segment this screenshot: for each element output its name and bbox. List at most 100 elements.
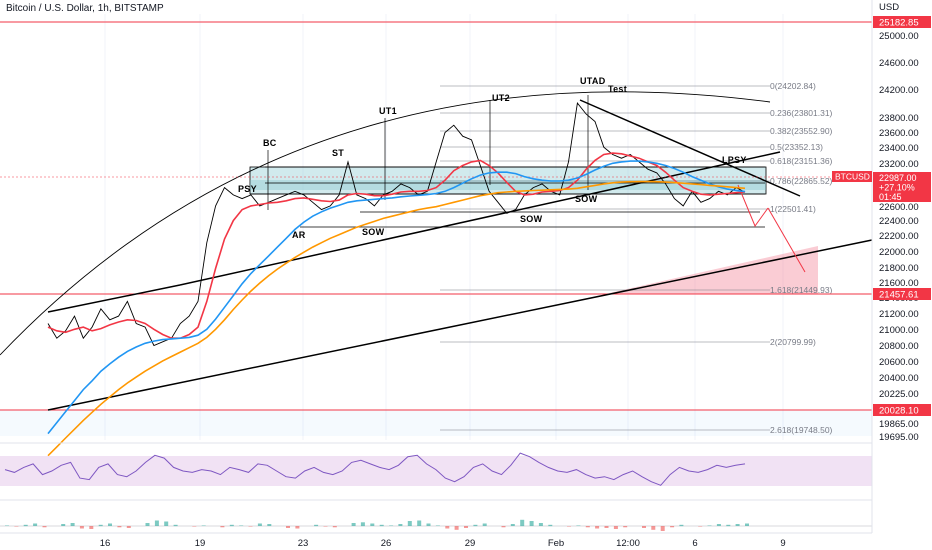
series-line-0 bbox=[47, 102, 746, 347]
macd-bar bbox=[604, 526, 609, 528]
macd-bar bbox=[5, 525, 9, 526]
annotation-ut2: UT2 bbox=[492, 93, 510, 103]
macd-bar bbox=[42, 526, 47, 528]
macd-bar bbox=[510, 524, 515, 526]
symbol-tag-text: BTCUSD bbox=[835, 172, 870, 182]
macd-bar bbox=[426, 523, 431, 526]
annotation-bc: BC bbox=[263, 138, 277, 148]
macd-bar bbox=[548, 524, 553, 527]
annotation-sow: SOW bbox=[520, 214, 543, 224]
fib-label: 2.618(19748.50) bbox=[770, 425, 833, 435]
current-price-text: 22987.00 bbox=[879, 173, 917, 183]
macd-bar bbox=[89, 526, 94, 529]
price-tick-label: 19865.00 bbox=[879, 419, 919, 430]
target-zone bbox=[605, 246, 818, 294]
macd-bar bbox=[239, 525, 244, 526]
macd-bar bbox=[126, 526, 131, 528]
macd-bar bbox=[707, 525, 712, 526]
current-price-tag bbox=[873, 172, 931, 202]
fib-label: 0.618(23151.36) bbox=[770, 156, 833, 166]
annotation-lpsy: LPSY bbox=[722, 155, 747, 165]
macd-bar bbox=[716, 524, 721, 526]
fib-label: 0(24202.84) bbox=[770, 81, 816, 91]
annotation-ar: AR bbox=[292, 230, 306, 240]
macd-bar bbox=[595, 526, 600, 529]
time-tick-label: 26 bbox=[381, 538, 392, 549]
annotation-sow: SOW bbox=[362, 227, 385, 237]
macd-bar bbox=[370, 523, 375, 526]
macd-bar bbox=[145, 523, 150, 526]
projection-arrow bbox=[737, 184, 769, 228]
current-price-text: 01:45 bbox=[879, 192, 902, 202]
symbol-tag bbox=[832, 171, 872, 182]
macd-bar bbox=[229, 524, 234, 527]
macd-bar bbox=[698, 526, 703, 527]
macd-bar bbox=[642, 526, 646, 528]
macd-bar bbox=[529, 521, 534, 526]
macd-bar bbox=[267, 524, 272, 526]
projection-arrow-2 bbox=[767, 207, 806, 273]
macd-bar bbox=[14, 526, 19, 527]
price-tick-label: 20800.00 bbox=[879, 341, 919, 352]
current-price-text: +27.10% bbox=[879, 183, 915, 193]
upper-channel-line bbox=[47, 284, 181, 313]
price-tick-label: 22200.00 bbox=[879, 231, 919, 242]
macd-bar bbox=[332, 526, 337, 528]
annotation-ut1: UT1 bbox=[379, 106, 397, 116]
annotation-test: Test bbox=[608, 84, 627, 94]
time-tick-label: 9 bbox=[780, 538, 785, 549]
macd-bar bbox=[314, 524, 319, 527]
macd-bar bbox=[670, 526, 675, 528]
macd-bar bbox=[398, 524, 403, 526]
price-tick-label: 23200.00 bbox=[879, 159, 919, 170]
fib-label: 0.382(23552.90) bbox=[770, 126, 833, 136]
price-tag bbox=[873, 16, 931, 28]
macd-bar bbox=[201, 525, 206, 526]
macd-bar bbox=[726, 524, 731, 527]
price-tick-label: 23400.00 bbox=[879, 143, 919, 154]
macd-bar bbox=[117, 526, 122, 528]
macd-bar bbox=[192, 526, 197, 527]
macd-bar bbox=[660, 526, 665, 531]
currency-label: USD bbox=[879, 2, 899, 13]
time-axis[interactable]: 16 19 23 26 29 Feb 12:00 6 9 bbox=[0, 532, 872, 549]
down-trend-line bbox=[579, 99, 801, 197]
price-tick-label: 21600.00 bbox=[879, 278, 919, 289]
macd-bar bbox=[220, 526, 225, 528]
macd-bar bbox=[576, 525, 581, 526]
macd-bar bbox=[379, 524, 384, 527]
price-tick-label: 20600.00 bbox=[879, 357, 919, 368]
annotation-sow: SOW bbox=[575, 194, 598, 204]
arc-curve bbox=[0, 91, 771, 356]
channel-mid-line bbox=[179, 151, 781, 286]
macd-bar bbox=[351, 523, 356, 526]
price-tag bbox=[873, 288, 931, 300]
macd-bar bbox=[33, 523, 38, 526]
chart-title: Bitcoin / U.S. Dollar, 1h, BITSTAMP bbox=[6, 3, 164, 14]
range-inner bbox=[250, 180, 766, 190]
price-tick-label: 21800.00 bbox=[879, 263, 919, 274]
macd-bar bbox=[417, 520, 422, 526]
price-series bbox=[47, 102, 746, 457]
highlight-zones bbox=[0, 166, 872, 436]
macd-bar bbox=[501, 526, 506, 528]
macd-bar bbox=[23, 524, 28, 527]
macd-bar bbox=[445, 526, 450, 529]
macd-bar bbox=[623, 526, 628, 528]
series-line-1 bbox=[47, 152, 746, 340]
price-axis-bg bbox=[872, 0, 932, 550]
price-tick-label: 19695.00 bbox=[879, 432, 919, 443]
macd-bar bbox=[520, 519, 525, 527]
price-tick-label: 22000.00 bbox=[879, 247, 919, 258]
macd-bar bbox=[323, 526, 328, 527]
macd-bar bbox=[464, 526, 468, 528]
macd-bar bbox=[98, 524, 103, 527]
price-axis[interactable]: USD 25000.00 24600.00 24200.00 23800.00 23600… bbox=[832, 0, 932, 550]
macd-bar bbox=[745, 523, 749, 526]
macd-bar bbox=[454, 526, 459, 530]
price-tick-label: 25000.00 bbox=[879, 31, 919, 42]
rsi-band bbox=[0, 456, 872, 486]
